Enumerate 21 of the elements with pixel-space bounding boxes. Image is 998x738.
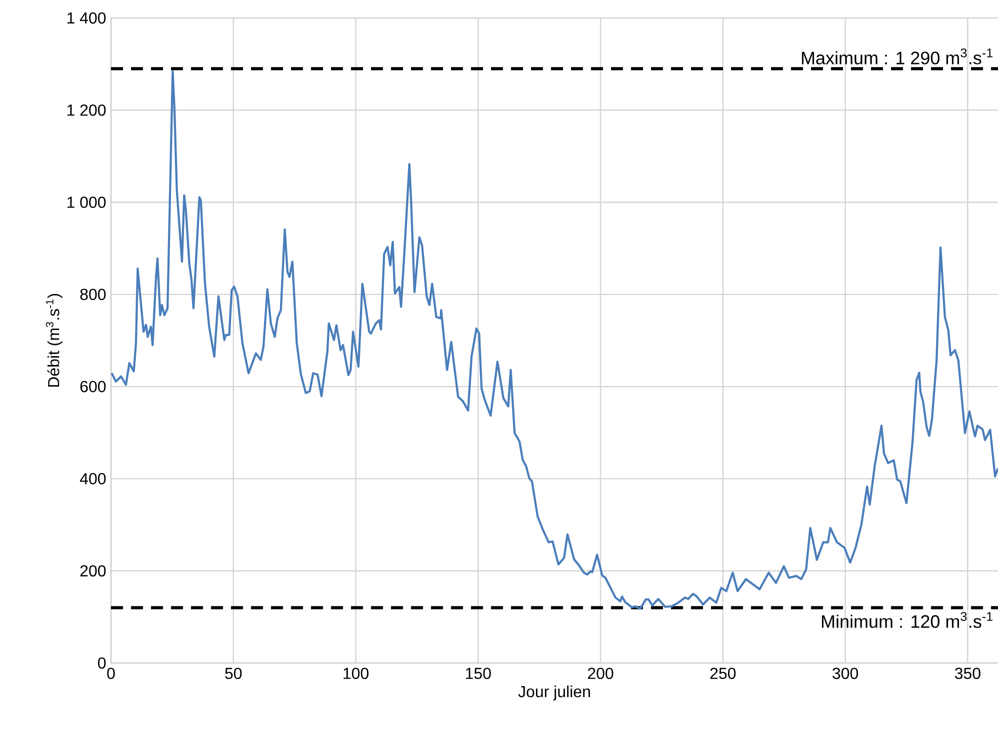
x-tick-label: 350 [954,668,980,680]
y-axis-title: Débit (m$^{3}$.s$^{-1}$) [46,294,62,387]
ref-line-label: Minimum : 120 m$^{3}$.s$^{-1}$ [822,612,992,628]
line-series [110,70,998,610]
y-tick-label: 400 [80,473,106,484]
y-tick-label: 200 [80,565,106,577]
y-tick-label: 600 [80,380,106,392]
x-tick-label: 250 [710,668,736,680]
y-tick-label: 0 [98,657,106,669]
x-axis-title: Jour julien [518,686,590,700]
x-tick-label: 300 [832,668,858,680]
x-tick-label: 100 [344,668,368,680]
x-tick-label: 200 [588,668,614,680]
x-tick-label: 150 [466,668,491,680]
x-tick-label: 50 [225,668,242,680]
x-tick-label: 0 [107,668,115,680]
y-tick-label: 1 000 [67,196,106,208]
y-tick-label: 800 [80,288,106,300]
ref-line-label: Maximum : 1 290 m$^{3}$.s$^{-1}$ [802,48,992,64]
y-tick-label: 1 400 [67,12,106,24]
y-tick-label: 1 200 [67,104,106,116]
